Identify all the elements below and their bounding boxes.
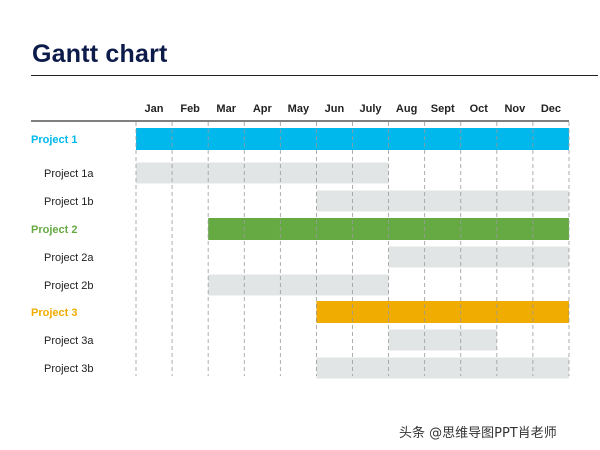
gantt-bar — [208, 274, 389, 296]
task-label: Project 1b — [44, 196, 94, 208]
month-label: Mar — [216, 103, 236, 115]
month-label: Feb — [180, 103, 200, 115]
task-label: Project 2a — [44, 252, 94, 264]
month-label: Jan — [145, 103, 164, 115]
month-label: Nov — [504, 103, 526, 115]
title-divider — [31, 75, 598, 76]
page-title: Gantt chart — [32, 40, 168, 68]
watermark: 头条 @思维导图PPT肖老师 — [399, 426, 557, 441]
task-label: Project 2 — [31, 224, 77, 236]
month-label: Aug — [396, 103, 417, 115]
month-label: Dec — [541, 103, 561, 115]
gantt-bar — [136, 162, 389, 184]
gantt-bar — [316, 301, 569, 323]
month-label: May — [288, 103, 310, 115]
month-label: July — [360, 103, 383, 115]
task-label: Project 1a — [44, 168, 94, 180]
month-label: Apr — [253, 103, 273, 115]
gantt-bar — [316, 190, 569, 212]
month-label: Sept — [431, 103, 455, 115]
task-label: Project 3 — [31, 307, 77, 319]
task-label: Project 3a — [44, 335, 94, 347]
gantt-bar — [316, 357, 569, 379]
gantt-bar — [388, 246, 569, 268]
task-label: Project 3b — [44, 363, 94, 375]
month-label: Jun — [325, 103, 345, 115]
task-label: Project 1 — [31, 134, 77, 146]
gantt-bar — [388, 329, 497, 351]
month-label: Oct — [470, 103, 489, 115]
task-label: Project 2b — [44, 280, 94, 292]
